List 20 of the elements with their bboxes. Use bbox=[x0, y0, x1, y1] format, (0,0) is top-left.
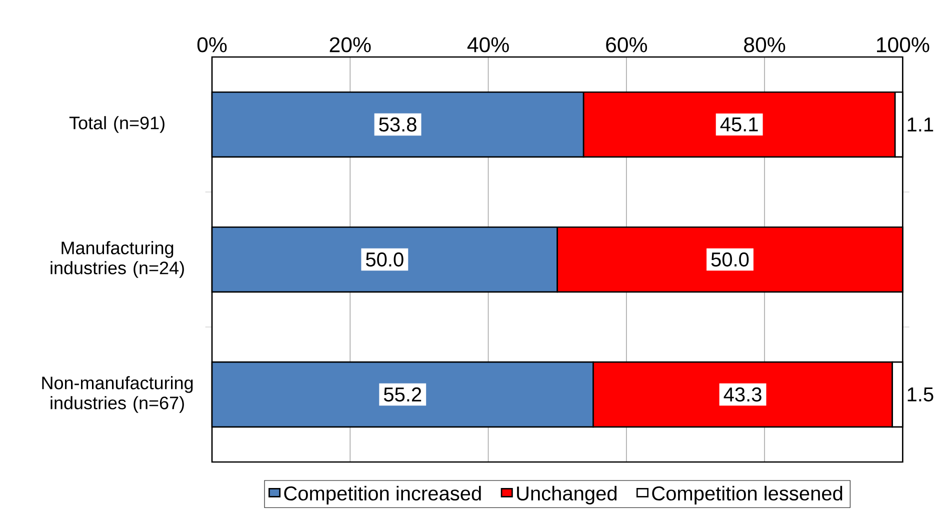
data-label: 50.0 bbox=[711, 252, 749, 267]
data-label: 45.1 bbox=[720, 118, 758, 132]
data-label: 55.2 bbox=[384, 387, 422, 402]
data-label: 1.5 bbox=[908, 388, 934, 402]
y-tick-label: Manufacturing industries (n=24) bbox=[50, 241, 184, 278]
data-label: 50.0 bbox=[366, 252, 404, 267]
data-label: 53.8 bbox=[379, 117, 416, 132]
y-tick-label: Non-manufacturing industries (n=67) bbox=[42, 376, 193, 413]
data-label: 43.3 bbox=[724, 387, 762, 402]
legend-label: Competition increased bbox=[284, 486, 481, 504]
x-tick-label: 80% bbox=[744, 37, 786, 52]
legend-label: Unchanged bbox=[517, 486, 616, 504]
x-tick-label: 100% bbox=[877, 37, 930, 52]
x-tick-label: 0% bbox=[197, 37, 227, 52]
data-label: 1.1 bbox=[908, 118, 934, 132]
x-tick-label: 60% bbox=[606, 37, 647, 52]
x-tick-label: 40% bbox=[467, 37, 509, 52]
y-tick-label: Total (n=91) bbox=[69, 116, 164, 133]
x-tick-label: 20% bbox=[330, 37, 371, 52]
legend-label: Competition lessened bbox=[652, 486, 842, 504]
